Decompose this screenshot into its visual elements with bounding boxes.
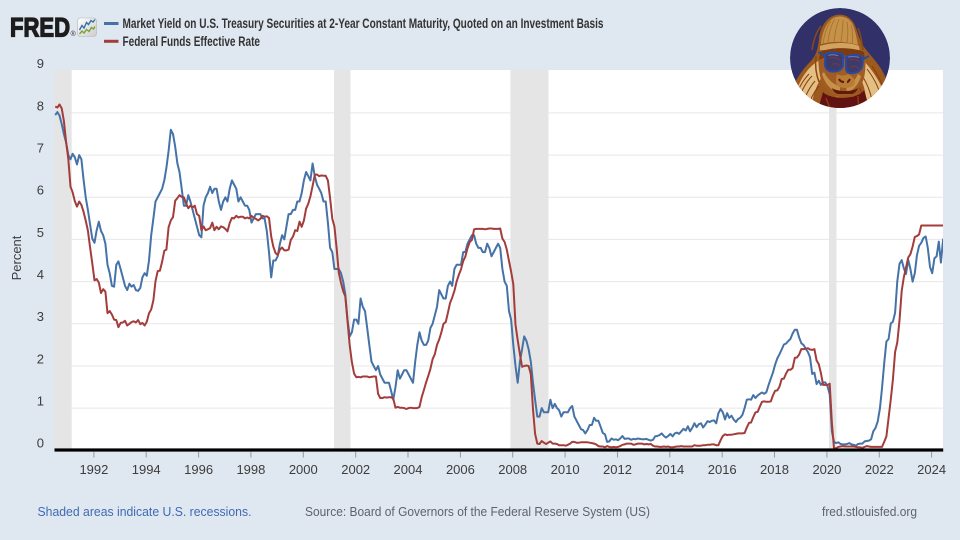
svg-text:9: 9 <box>37 56 44 71</box>
svg-text:2016: 2016 <box>708 462 737 477</box>
svg-text:2014: 2014 <box>655 462 684 477</box>
svg-text:0: 0 <box>37 436 44 451</box>
svg-text:5: 5 <box>37 225 44 240</box>
svg-text:8: 8 <box>37 98 44 113</box>
svg-text:®: ® <box>71 30 77 38</box>
svg-text:Federal Funds Effective Rate: Federal Funds Effective Rate <box>123 34 261 49</box>
svg-text:Shaded areas indicate U.S. rec: Shaded areas indicate U.S. recessions. <box>38 504 252 519</box>
svg-text:7: 7 <box>37 141 44 156</box>
svg-text:1: 1 <box>37 394 44 409</box>
svg-text:4: 4 <box>37 267 44 282</box>
svg-text:2024: 2024 <box>917 462 946 477</box>
svg-text:2: 2 <box>37 351 44 366</box>
svg-text:Source: Board of Governors of: Source: Board of Governors of the Federa… <box>305 504 650 519</box>
svg-text:2008: 2008 <box>498 462 527 477</box>
svg-text:fred.stlouisfed.org: fred.stlouisfed.org <box>822 504 917 519</box>
svg-text:2022: 2022 <box>865 462 894 477</box>
svg-text:FRED: FRED <box>10 13 70 43</box>
svg-text:2010: 2010 <box>551 462 580 477</box>
svg-text:1998: 1998 <box>236 462 265 477</box>
svg-text:3: 3 <box>37 309 44 324</box>
svg-text:6: 6 <box>37 183 44 198</box>
svg-text:2000: 2000 <box>289 462 318 477</box>
svg-text:Percent: Percent <box>9 235 24 280</box>
svg-text:1996: 1996 <box>184 462 213 477</box>
svg-text:2006: 2006 <box>446 462 475 477</box>
svg-text:2002: 2002 <box>341 462 370 477</box>
svg-text:2018: 2018 <box>760 462 789 477</box>
svg-text:Market Yield on U.S. Treasury: Market Yield on U.S. Treasury Securities… <box>123 16 604 31</box>
svg-text:2012: 2012 <box>603 462 632 477</box>
svg-text:2020: 2020 <box>812 462 841 477</box>
svg-text:1992: 1992 <box>79 462 108 477</box>
svg-text:1994: 1994 <box>132 462 161 477</box>
svg-text:2004: 2004 <box>394 462 423 477</box>
